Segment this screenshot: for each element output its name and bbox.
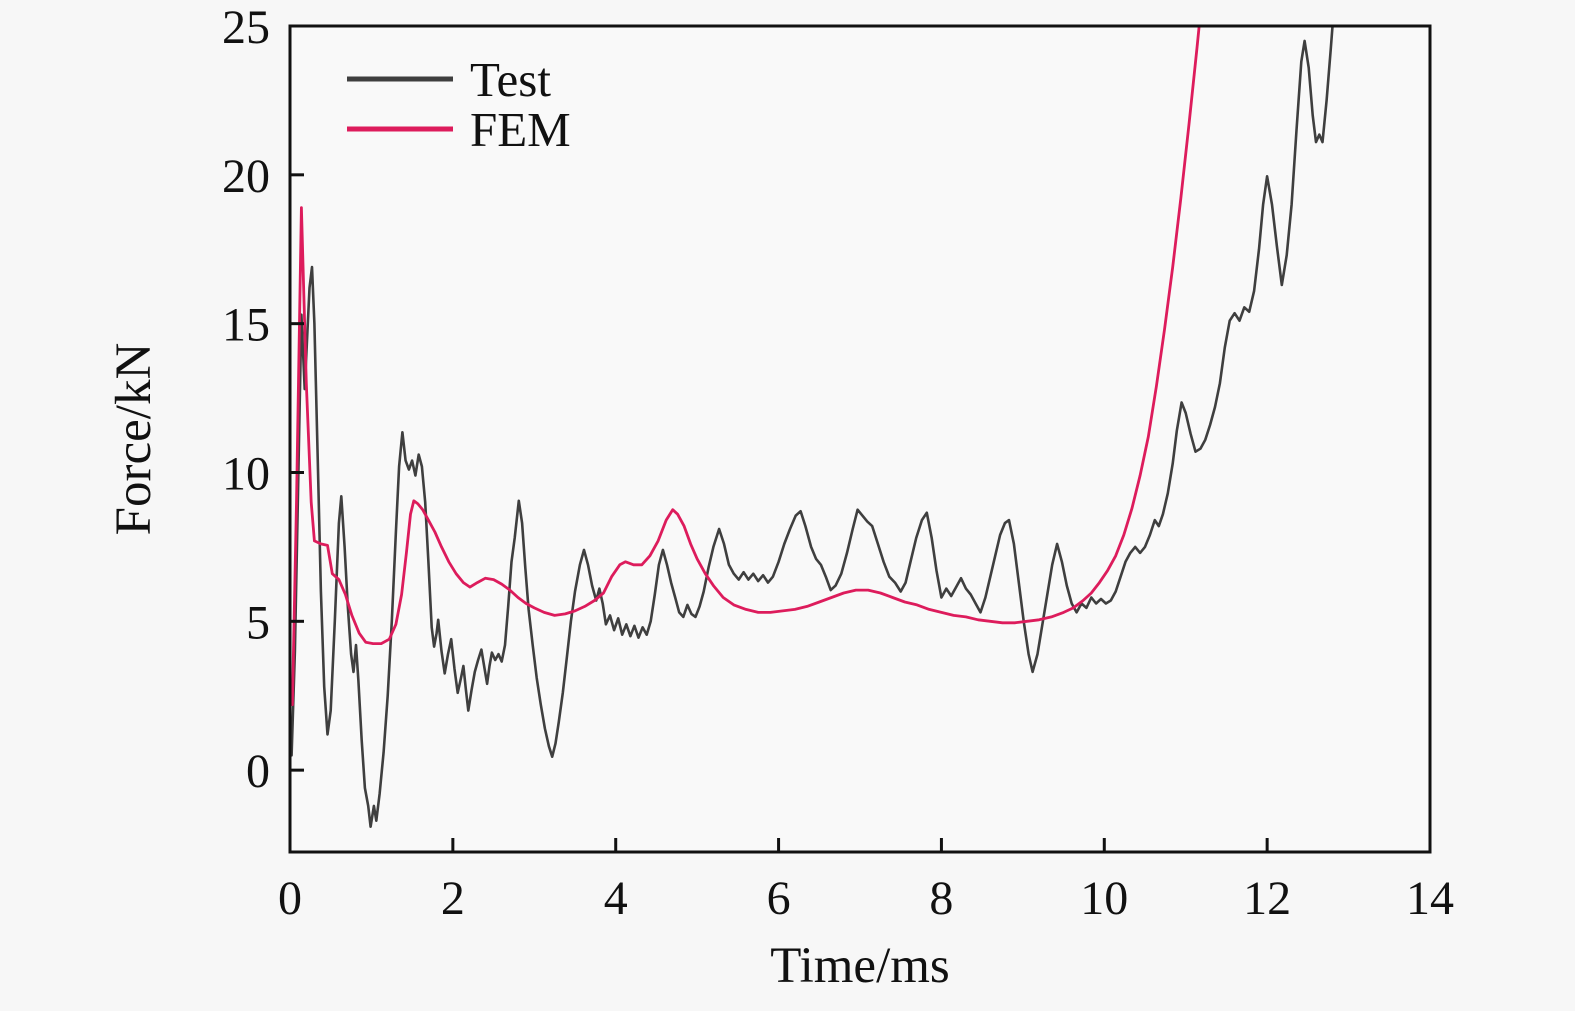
y-tick-label: 10 [222, 447, 270, 500]
x-tick-label: 6 [767, 872, 791, 925]
legend: Test FEM [347, 52, 571, 157]
y-tick-label: 15 [222, 299, 270, 352]
y-tick-label: 20 [222, 150, 270, 203]
y-axis-title: Force/kN [106, 343, 162, 536]
ticks-group [288, 24, 1432, 852]
legend-label-fem: FEM [470, 102, 571, 157]
tick-labels-group: 0 2 4 6 8 10 12 14 0 5 10 15 20 25 [222, 1, 1454, 925]
x-tick-label: 14 [1406, 872, 1454, 925]
x-tick-label: 10 [1080, 872, 1128, 925]
x-tick-label: 2 [441, 872, 465, 925]
series-group [290, 26, 1334, 829]
y-tick-label: 25 [222, 1, 270, 54]
y-tick-label: 5 [246, 596, 270, 649]
y-tick-label: 0 [246, 745, 270, 798]
x-tick-label: 8 [929, 872, 953, 925]
x-tick-label: 4 [604, 872, 628, 925]
x-tick-label: 12 [1243, 872, 1291, 925]
series-line-test [290, 26, 1334, 829]
legend-label-test: Test [470, 52, 551, 107]
series-line-fem [290, 26, 1201, 707]
x-tick-label: 0 [278, 872, 302, 925]
plot-area [290, 26, 1430, 852]
axis-frame [288, 24, 1432, 854]
x-axis-title: Time/ms [770, 938, 950, 994]
